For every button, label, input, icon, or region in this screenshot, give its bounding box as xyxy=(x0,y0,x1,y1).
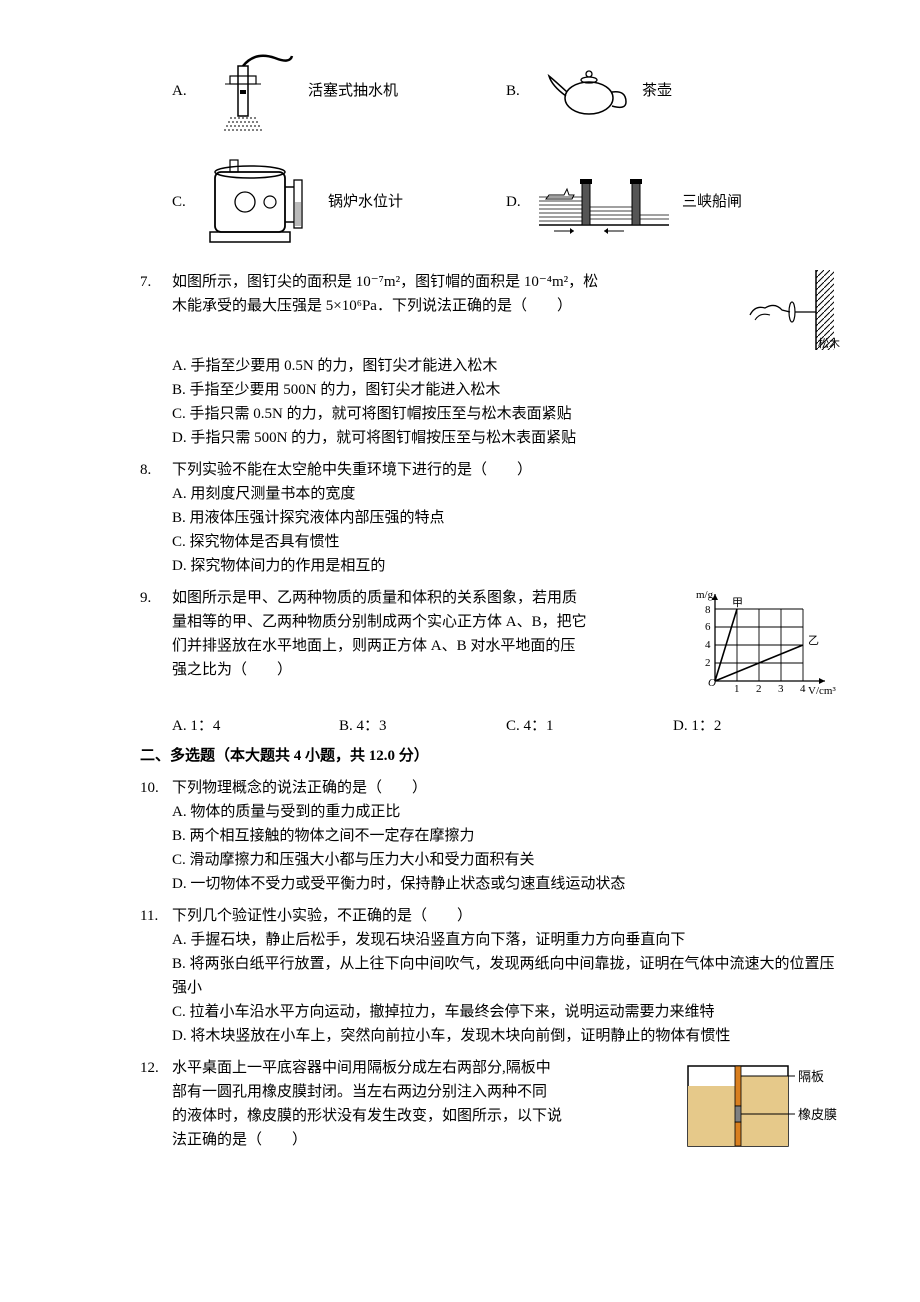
option-b: B. 用液体压强计探究液体内部压强的特点 xyxy=(172,506,840,530)
q9-options: A. 1：4 B. 4：3 C. 4：1 D. 1：2 xyxy=(172,714,840,738)
question-7: 7. 如图所示，图钉尖的面积是 10⁻⁷m²，图钉帽的面积是 10⁻⁴m²，松 … xyxy=(140,270,840,350)
series-yi: 乙 xyxy=(808,634,819,647)
question-stem: 水平桌面上一平底容器中间用隔板分成左右两部分,隔板中 xyxy=(172,1056,670,1080)
fig-label: 松木 xyxy=(818,336,840,350)
question-10: 10. 下列物理概念的说法正确的是（ ） A. 物体的质量与受到的重力成正比 B… xyxy=(140,776,840,896)
option-c: C. 4：1 xyxy=(506,714,673,738)
svg-text:O: O xyxy=(708,677,716,689)
q6-options: A. 活塞式抽水机 B. xyxy=(172,40,840,262)
q6-option-c: C. 锅炉水位计 xyxy=(172,142,506,262)
q6-option-a: A. 活塞式抽水机 xyxy=(172,40,506,142)
option-b: B. 4：3 xyxy=(339,714,506,738)
option-label: 三峡船闸 xyxy=(682,190,742,214)
option-d: D. 将木块竖放在小车上，突然向前拉小车，发现木块向前倒，证明静止的物体有惯性 xyxy=(172,1024,840,1048)
mass-volume-graph: m/g V/cm³ 2 4 6 8 1 2 3 4 O 甲 乙 xyxy=(690,586,840,696)
option-d: D. 一切物体不受力或受平衡力时，保持静止状态或匀速直线运动状态 xyxy=(172,872,840,896)
question-stem: 如图所示，图钉尖的面积是 10⁻⁷m²，图钉帽的面积是 10⁻⁴m²，松 xyxy=(172,270,730,294)
option-letter: C. xyxy=(172,190,192,214)
option-letter: D. xyxy=(506,190,526,214)
question-stem: 的液体时，橡皮膜的形状没有发生改变，如图所示，以下说 xyxy=(172,1104,670,1128)
question-stem: 下列实验不能在太空舱中失重环境下进行的是（ ） xyxy=(172,458,840,482)
q7-options: A. 手指至少要用 0.5N 的力，图钉尖才能进入松木 B. 手指至少要用 50… xyxy=(172,354,840,450)
question-stem: 强之比为（ ） xyxy=(172,658,680,682)
option-label: 锅炉水位计 xyxy=(328,190,403,214)
fig-label-divider: 隔板 xyxy=(798,1069,824,1084)
question-11: 11. 下列几个验证性小实验，不正确的是（ ） A. 手握石块，静止后松手，发现… xyxy=(140,904,840,1048)
question-stem: 部有一圆孔用橡皮膜封闭。当左右两边分别注入两种不同 xyxy=(172,1080,670,1104)
option-c: C. 手指只需 0.5N 的力，就可将图钉帽按压至与松木表面紧贴 xyxy=(172,402,840,426)
series-jia: 甲 xyxy=(732,597,743,609)
question-stem: 下列物理概念的说法正确的是（ ） xyxy=(172,776,840,800)
option-c: C. 滑动摩擦力和压强大小都与压力大小和受力面积有关 xyxy=(172,848,840,872)
question-number: 12. xyxy=(140,1056,172,1156)
question-number: 9. xyxy=(140,586,172,696)
question-8: 8. 下列实验不能在太空舱中失重环境下进行的是（ ） A. 用刻度尺测量书本的宽… xyxy=(140,458,840,578)
option-b: B. 将两张白纸平行放置，从上往下向中间吹气，发现两纸向中间靠拢，证明在气体中流… xyxy=(172,952,840,1000)
ship-lock-icon xyxy=(534,167,674,237)
piston-pump-icon xyxy=(200,46,300,136)
container-membrane-figure: 隔板 橡皮膜 xyxy=(680,1056,840,1156)
boiler-gauge-icon xyxy=(200,152,320,252)
q6-option-d: D. xyxy=(506,142,840,262)
question-9: 9. 如图所示是甲、乙两种物质的质量和体积的关系图象，若用质 量相等的甲、乙两种… xyxy=(140,586,840,696)
section-2-heading: 二、多选题（本大题共 4 小题，共 12.0 分） xyxy=(140,744,840,768)
question-number: 10. xyxy=(140,776,172,896)
option-d: D. 探究物体间力的作用是相互的 xyxy=(172,554,840,578)
option-a: A. 手握石块，静止后松手，发现石块沿竖直方向下落，证明重力方向垂直向下 xyxy=(172,928,840,952)
svg-text:2: 2 xyxy=(756,683,762,695)
option-b: B. 手指至少要用 500N 的力，图钉尖才能进入松木 xyxy=(172,378,840,402)
thumbtack-figure: 松木 xyxy=(740,270,840,350)
option-a: A. 1：4 xyxy=(172,714,339,738)
option-letter: A. xyxy=(172,79,192,103)
q6-option-b: B. 茶壶 xyxy=(506,40,840,142)
option-d: D. 1：2 xyxy=(673,714,840,738)
question-stem: 木能承受的最大压强是 5×10⁶Pa．下列说法正确的是（ ） xyxy=(172,294,730,318)
svg-text:4: 4 xyxy=(800,683,806,695)
teapot-icon xyxy=(534,56,634,126)
option-label: 活塞式抽水机 xyxy=(308,79,398,103)
fig-label-membrane: 橡皮膜 xyxy=(798,1107,837,1122)
question-number: 8. xyxy=(140,458,172,578)
svg-text:1: 1 xyxy=(734,683,740,695)
svg-text:3: 3 xyxy=(778,683,784,695)
option-c: C. 拉着小车沿水平方向运动，撤掉拉力，车最终会停下来，说明运动需要力来维特 xyxy=(172,1000,840,1024)
y-axis-label: m/g xyxy=(696,589,714,601)
option-c: C. 探究物体是否具有惯性 xyxy=(172,530,840,554)
svg-text:2: 2 xyxy=(705,657,711,669)
question-number: 11. xyxy=(140,904,172,1048)
svg-text:8: 8 xyxy=(705,604,711,616)
question-stem: 量相等的甲、乙两种物质分别制成两个实心正方体 A、B，把它 xyxy=(172,610,680,634)
question-stem: 们并排竖放在水平地面上，则两正方体 A、B 对水平地面的压 xyxy=(172,634,680,658)
question-12: 12. 水平桌面上一平底容器中间用隔板分成左右两部分,隔板中 部有一圆孔用橡皮膜… xyxy=(140,1056,840,1156)
option-a: A. 手指至少要用 0.5N 的力，图钉尖才能进入松木 xyxy=(172,354,840,378)
question-number: 7. xyxy=(140,270,172,350)
option-label: 茶壶 xyxy=(642,79,672,103)
x-axis-label: V/cm³ xyxy=(808,685,836,696)
option-a: A. 物体的质量与受到的重力成正比 xyxy=(172,800,840,824)
option-a: A. 用刻度尺测量书本的宽度 xyxy=(172,482,840,506)
question-stem: 下列几个验证性小实验，不正确的是（ ） xyxy=(172,904,840,928)
option-d: D. 手指只需 500N 的力，就可将图钉帽按压至与松木表面紧贴 xyxy=(172,426,840,450)
question-stem: 如图所示是甲、乙两种物质的质量和体积的关系图象，若用质 xyxy=(172,586,680,610)
option-b: B. 两个相互接触的物体之间不一定存在摩擦力 xyxy=(172,824,840,848)
svg-text:4: 4 xyxy=(705,639,711,651)
option-letter: B. xyxy=(506,79,526,103)
svg-text:6: 6 xyxy=(705,621,711,633)
question-stem: 法正确的是（ ） xyxy=(172,1128,670,1152)
